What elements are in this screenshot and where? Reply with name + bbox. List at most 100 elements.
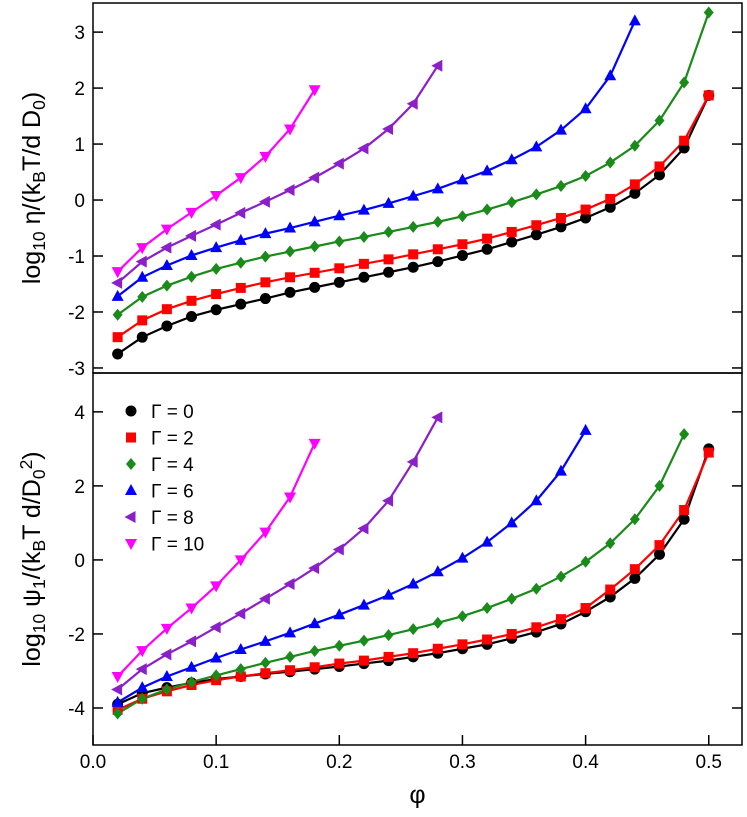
marker	[431, 411, 443, 424]
marker	[506, 592, 517, 605]
marker	[210, 241, 223, 253]
marker	[235, 663, 246, 676]
marker	[160, 648, 172, 661]
marker	[308, 171, 320, 184]
marker	[579, 423, 592, 435]
marker	[382, 494, 394, 507]
marker	[332, 543, 344, 556]
marker	[185, 248, 198, 260]
marker	[161, 304, 172, 315]
marker	[160, 224, 173, 236]
marker	[629, 139, 640, 152]
marker	[309, 644, 320, 657]
series-line	[117, 448, 710, 706]
marker	[160, 623, 173, 635]
marker	[555, 221, 567, 233]
marker	[629, 513, 640, 526]
marker	[357, 598, 370, 610]
marker	[383, 266, 395, 278]
marker	[210, 304, 222, 316]
marker	[334, 639, 345, 652]
marker	[112, 332, 123, 343]
marker	[654, 479, 665, 492]
marker	[406, 455, 418, 468]
marker	[357, 142, 369, 155]
marker	[258, 592, 270, 605]
marker	[211, 669, 222, 682]
marker	[431, 182, 444, 194]
marker	[382, 122, 394, 135]
x-tick-label: 0.0	[80, 752, 106, 773]
marker	[605, 193, 616, 204]
marker	[308, 438, 321, 450]
legend-marker	[125, 539, 137, 550]
legend-marker	[126, 432, 136, 443]
marker	[111, 672, 124, 684]
marker	[136, 646, 149, 658]
marker	[629, 572, 641, 584]
marker	[308, 562, 320, 575]
marker	[678, 513, 690, 525]
legend-marker	[126, 458, 136, 470]
marker	[580, 204, 591, 215]
marker	[358, 271, 370, 283]
marker	[580, 555, 591, 568]
y-axis-label: log10 ψ1/(kBT d/D02)	[16, 451, 49, 666]
marker	[654, 161, 665, 172]
marker	[653, 169, 665, 181]
legend-marker	[124, 511, 136, 523]
marker	[284, 492, 297, 504]
marker	[309, 267, 320, 278]
marker	[210, 651, 223, 663]
marker	[186, 295, 197, 306]
marker	[234, 206, 246, 219]
marker	[605, 537, 616, 550]
marker	[605, 584, 616, 595]
marker	[457, 639, 468, 650]
marker	[605, 156, 616, 169]
marker	[186, 310, 198, 322]
series-line	[117, 433, 686, 715]
y-tick-label: -4	[68, 699, 85, 720]
marker	[284, 626, 297, 638]
marker	[309, 281, 321, 293]
x-tick-label: 0.5	[696, 752, 722, 773]
marker	[382, 196, 395, 208]
marker	[284, 124, 297, 136]
marker	[432, 616, 443, 629]
marker	[309, 240, 320, 253]
marker	[481, 535, 494, 547]
marker	[679, 135, 690, 146]
marker	[703, 6, 714, 19]
marker	[604, 69, 617, 81]
marker	[654, 540, 665, 551]
marker	[285, 650, 296, 663]
marker	[505, 516, 518, 528]
legend-marker	[125, 484, 137, 495]
marker	[211, 262, 222, 275]
marker	[432, 244, 443, 255]
marker	[137, 290, 148, 303]
marker	[531, 582, 542, 595]
marker	[259, 227, 272, 239]
marker	[358, 230, 369, 243]
marker	[209, 621, 221, 634]
y-tick-label: 0	[74, 551, 85, 572]
marker	[161, 279, 172, 292]
marker	[407, 261, 419, 273]
marker	[481, 164, 494, 176]
plot-area	[111, 411, 715, 720]
marker	[432, 215, 443, 228]
marker	[482, 602, 493, 615]
y-tick-label: 4	[74, 403, 85, 424]
marker	[111, 683, 123, 696]
marker	[259, 151, 272, 163]
marker	[580, 603, 591, 614]
marker	[260, 250, 271, 263]
marker	[629, 187, 641, 199]
marker	[407, 189, 420, 201]
marker	[358, 655, 369, 666]
marker	[382, 588, 395, 600]
